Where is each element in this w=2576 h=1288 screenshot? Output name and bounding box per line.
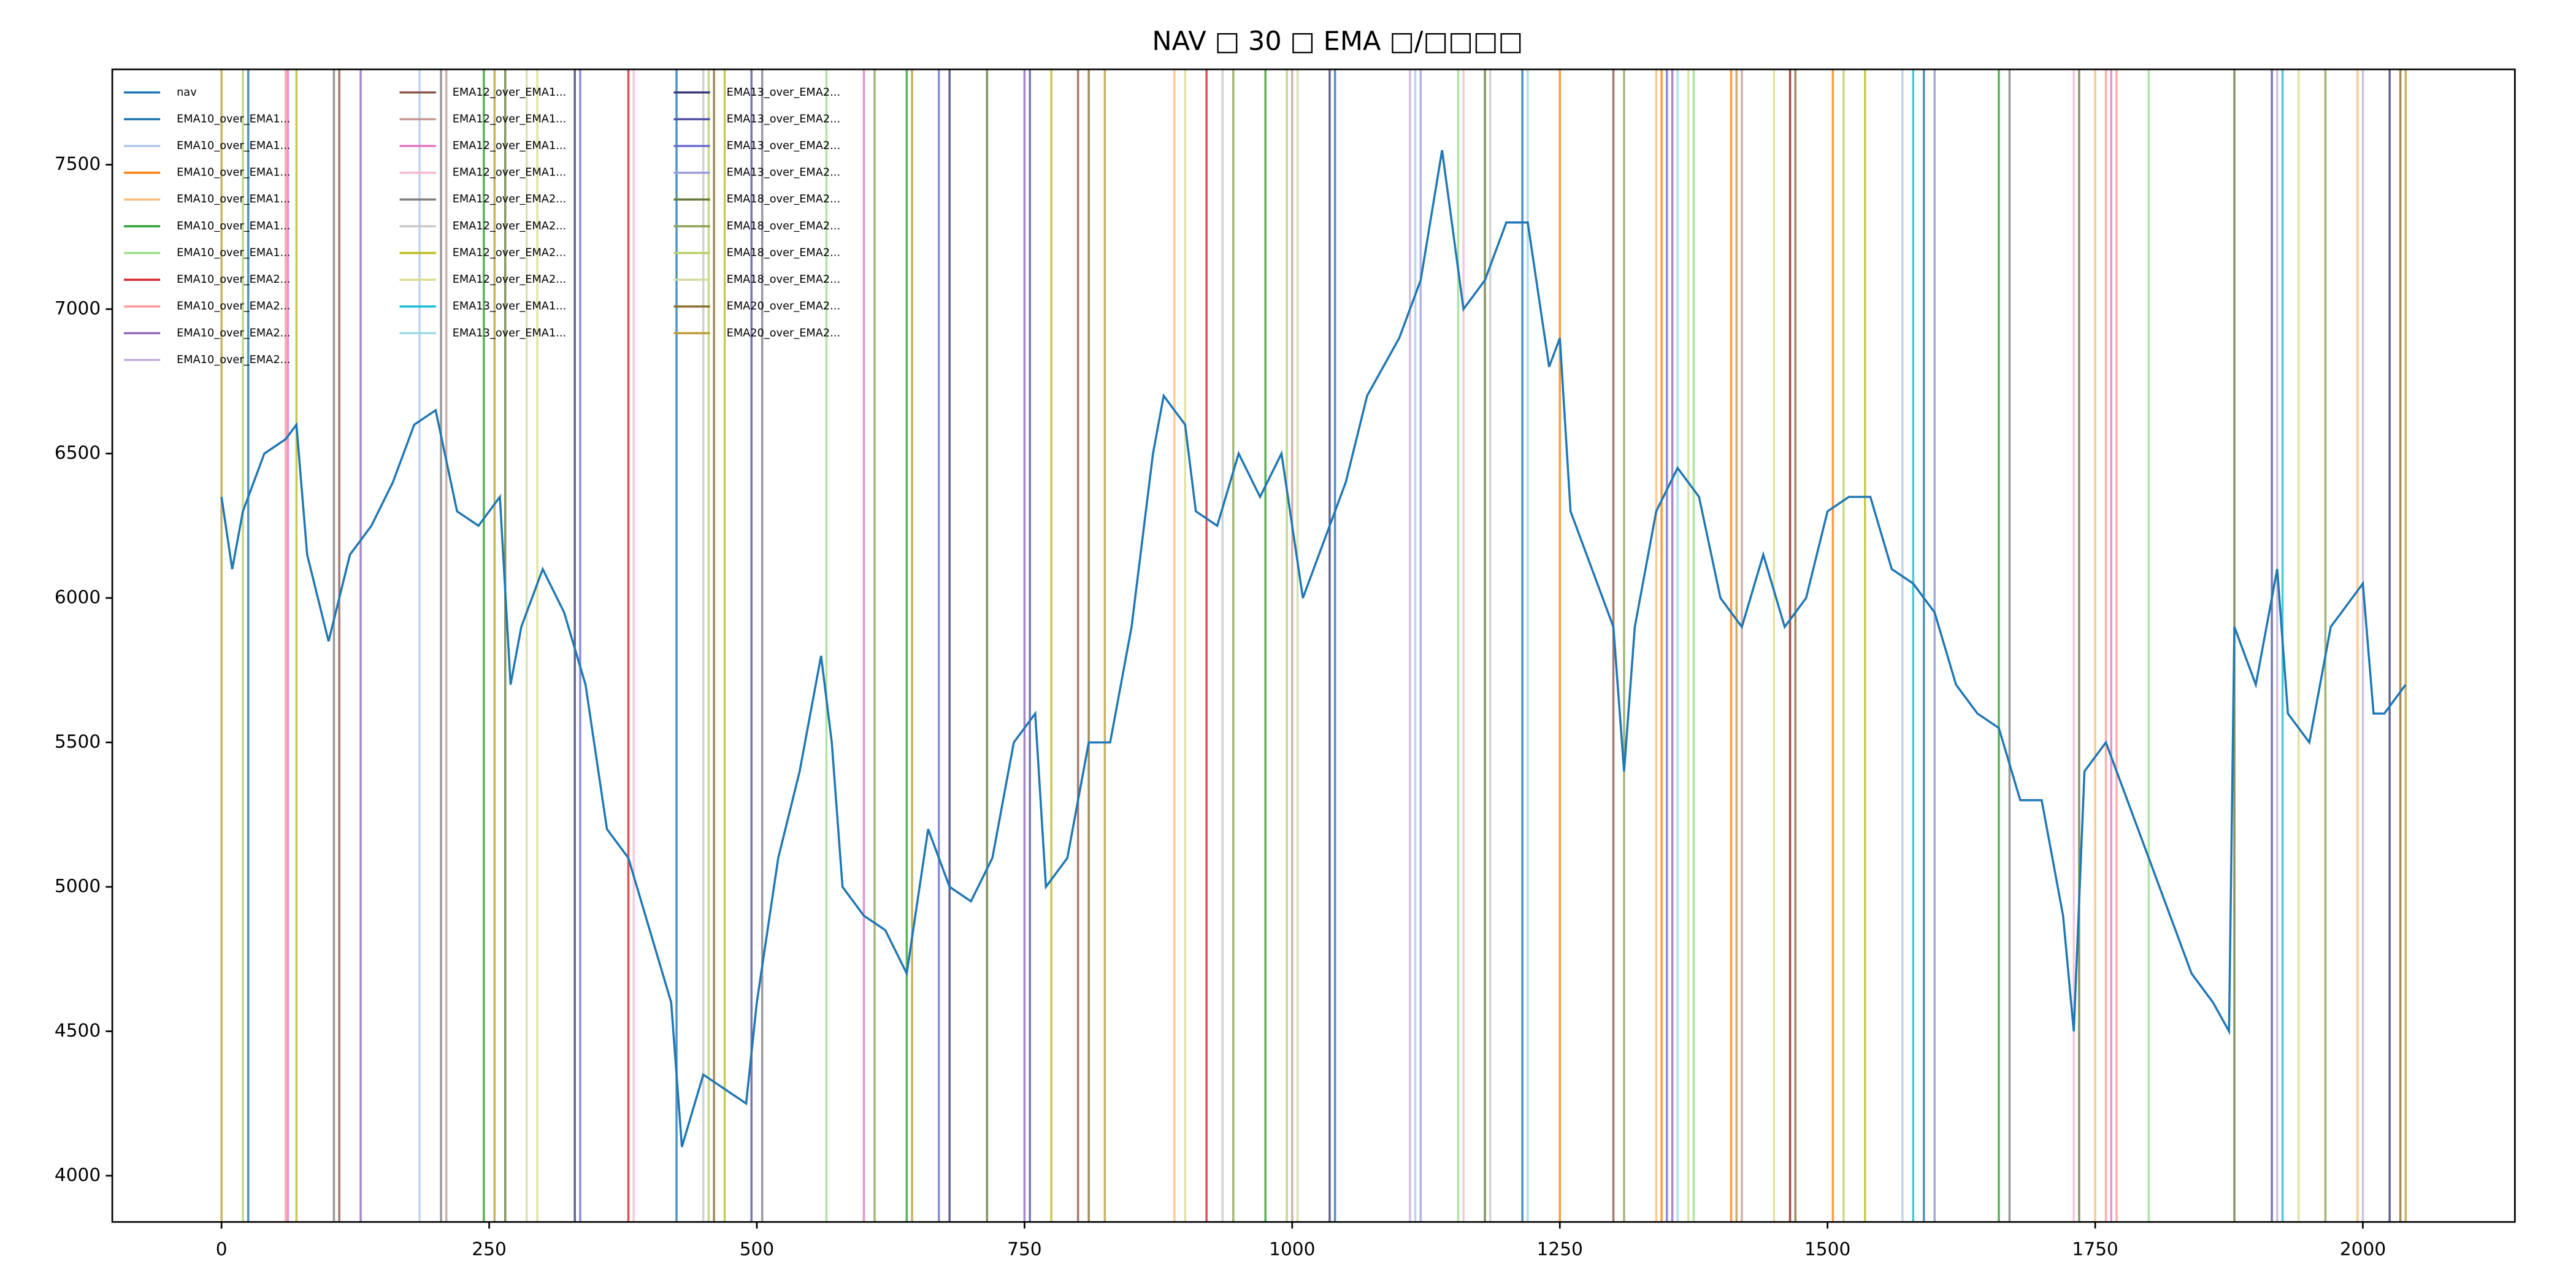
- y-tick-label: 6000: [55, 586, 101, 607]
- nav-line: [220, 150, 2407, 1148]
- legend-label: EMA10_over_EMA2...: [177, 327, 290, 339]
- legend-label: EMA18_over_EMA2...: [727, 220, 840, 232]
- legend-label: EMA18_over_EMA2...: [727, 193, 840, 205]
- legend-label: EMA12_over_EMA2...: [453, 220, 566, 232]
- x-tick-label: 500: [740, 1239, 775, 1260]
- x-tick-label: 2000: [2340, 1239, 2386, 1260]
- legend-label: EMA13_over_EMA2...: [727, 86, 840, 99]
- legend-label: EMA12_over_EMA1...: [453, 167, 566, 179]
- legend-label: EMA10_over_EMA1...: [177, 193, 290, 205]
- legend-label: EMA13_over_EMA2...: [727, 140, 840, 152]
- x-tick-label: 1000: [1269, 1239, 1315, 1260]
- legend-label: EMA12_over_EMA1...: [453, 86, 566, 99]
- y-tick-label: 7500: [55, 153, 101, 174]
- legend-label: EMA10_over_EMA2...: [177, 274, 290, 286]
- legend-label: EMA10_over_EMA2...: [177, 301, 290, 313]
- x-tick-label: 0: [216, 1239, 228, 1260]
- legend-label: EMA18_over_EMA2...: [727, 247, 840, 259]
- chart-title: NAV □ 30 □ EMA □/□□□□: [1152, 26, 1523, 57]
- legend-label: EMA20_over_EMA2...: [727, 301, 840, 313]
- legend-label: EMA10_over_EMA1...: [177, 140, 290, 152]
- y-tick-label: 4500: [55, 1020, 101, 1041]
- y-tick-label: 5000: [55, 875, 101, 896]
- legend-label: EMA20_over_EMA2...: [727, 327, 840, 339]
- x-tick-label: 1250: [1537, 1239, 1583, 1260]
- y-tick-label: 5500: [55, 731, 101, 752]
- legend-label: EMA10_over_EMA1...: [177, 220, 290, 232]
- axes-frame: [111, 68, 2516, 1223]
- y-tick-label: 7000: [55, 297, 101, 318]
- legend-label: EMA10_over_EMA1...: [177, 113, 290, 125]
- legend-label: nav: [177, 86, 197, 99]
- legend-label: EMA12_over_EMA1...: [453, 140, 566, 152]
- legend-label: EMA10_over_EMA2...: [177, 354, 290, 366]
- legend-label: EMA10_over_EMA1...: [177, 167, 290, 179]
- legend-label: EMA18_over_EMA2...: [727, 274, 840, 286]
- legend-label: EMA12_over_EMA2...: [453, 274, 566, 286]
- y-tick-label: 6500: [55, 442, 101, 463]
- x-tick-label: 750: [1007, 1239, 1042, 1260]
- legend-label: EMA13_over_EMA1...: [453, 327, 566, 339]
- plot-content: [220, 69, 2407, 1222]
- x-tick-label: 250: [472, 1239, 507, 1260]
- x-tick-label: 1750: [2072, 1239, 2118, 1260]
- legend-label: EMA10_over_EMA1...: [177, 247, 290, 259]
- legend-label: EMA13_over_EMA1...: [453, 301, 566, 313]
- y-tick-label: 4000: [55, 1164, 101, 1185]
- x-tick-label: 1500: [1804, 1239, 1850, 1260]
- legend-label: EMA13_over_EMA2...: [727, 167, 840, 179]
- legend-label: EMA13_over_EMA2...: [727, 113, 840, 125]
- legend-label: EMA12_over_EMA2...: [453, 247, 566, 259]
- legend-label: EMA12_over_EMA1...: [453, 113, 566, 125]
- legend-label: EMA12_over_EMA2...: [453, 193, 566, 205]
